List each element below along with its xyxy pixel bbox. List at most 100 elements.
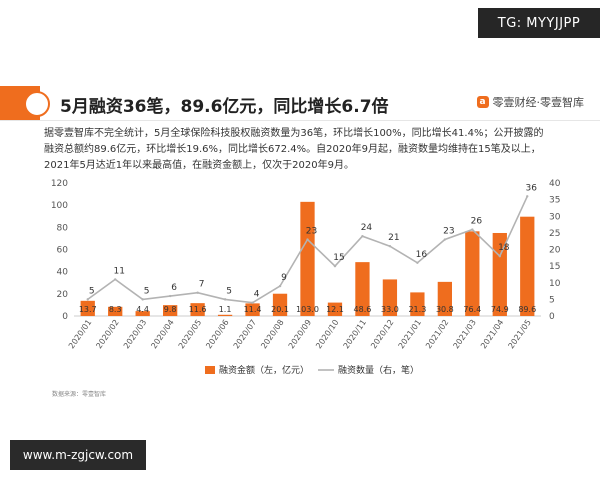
bar-data-label: 103.0 <box>296 305 319 314</box>
x-tick-label: 2021/03 <box>452 318 478 350</box>
count-point <box>141 298 144 301</box>
header-divider <box>0 120 600 121</box>
bar-data-label: 11.4 <box>244 305 262 314</box>
description-line-2: 融资总额约89.6亿元，环比增长19.6%，同比增长672.4%。自2020年9… <box>44 144 541 155</box>
line-data-label: 24 <box>361 223 373 233</box>
line-data-label: 23 <box>443 227 454 237</box>
bar-data-label: 74.9 <box>491 305 509 314</box>
y-left-tick-label: 40 <box>57 268 69 278</box>
x-tick-label: 2020/04 <box>149 318 175 350</box>
line-data-label: 9 <box>281 273 287 283</box>
bar <box>272 293 288 316</box>
line-data-label: 11 <box>113 266 124 276</box>
description-line-1: 据零壹智库不完全统计，5月全球保险科技股权融资数量为36笔，环比增长100%，同… <box>44 128 544 139</box>
description-line-3: 2021年5月达近1年以来最高值，在融资金额上，仅次于2020年9月。 <box>44 160 354 171</box>
bar <box>80 300 95 316</box>
x-tick-label: 2020/09 <box>287 318 313 350</box>
bar-data-label: 21.3 <box>408 305 426 314</box>
count-point <box>196 291 199 294</box>
line-data-label: 4 <box>254 290 260 300</box>
brand-name: 零壹财经·零壹智库 <box>492 96 585 109</box>
y-right-tick-label: 10 <box>549 279 561 289</box>
legend-bar-swatch <box>205 366 215 374</box>
y-right-tick-label: 0 <box>549 312 555 322</box>
y-left-tick-label: 0 <box>62 312 68 322</box>
line-data-label: 18 <box>498 243 510 253</box>
bar <box>135 311 150 316</box>
watermark-bottom: www.m-zgjcw.com <box>10 440 146 470</box>
bar <box>217 314 233 316</box>
bar-data-label: 12.1 <box>326 305 344 314</box>
count-point <box>388 244 392 248</box>
bar-data-label: 9.8 <box>164 305 177 314</box>
y-right-tick-label: 20 <box>549 246 561 256</box>
bar-data-label: 33.0 <box>381 305 399 314</box>
line-data-label: 15 <box>333 253 344 263</box>
line-data-label: 21 <box>388 233 399 243</box>
x-tick-label: 2020/10 <box>314 318 340 350</box>
x-tick-label: 2021/04 <box>479 318 505 350</box>
count-point <box>333 264 337 268</box>
x-tick-label: 2020/11 <box>342 318 368 350</box>
line-data-label: 5 <box>89 286 95 296</box>
bar <box>520 216 535 316</box>
x-tick-label: 2020/06 <box>204 318 230 350</box>
count-point <box>361 235 364 238</box>
count-point <box>471 228 474 231</box>
y-left-tick-label: 60 <box>57 246 69 256</box>
y-left-tick-label: 100 <box>51 201 68 211</box>
line-data-label: 23 <box>306 227 317 237</box>
bar <box>382 279 398 316</box>
x-tick-label: 2021/05 <box>506 318 532 350</box>
y-left-tick-label: 120 <box>51 179 68 189</box>
count-point <box>416 261 419 264</box>
bar-data-label: 4.4 <box>136 305 149 314</box>
bar-data-label: 11.6 <box>189 305 207 314</box>
count-point <box>526 195 529 198</box>
description: 据零壹智库不完全统计，5月全球保险科技股权融资数量为36笔，环比增长100%，同… <box>44 126 558 174</box>
line-data-label: 36 <box>526 183 538 193</box>
count-point <box>223 298 227 301</box>
bar <box>300 201 315 316</box>
y-right-tick-label: 40 <box>549 179 561 189</box>
bar <box>465 231 480 316</box>
bar <box>245 303 260 316</box>
bar <box>190 303 205 316</box>
page-title: 5月融资36笔，89.6亿元，同比增长6.7倍 <box>60 97 389 117</box>
y-left-tick-label: 20 <box>57 290 69 300</box>
count-point <box>443 238 447 241</box>
legend-bar-label: 融资金额（左，亿元） <box>219 364 309 376</box>
data-source: 数据来源：零壹智库 <box>52 391 107 398</box>
brand: a 零壹财经·零壹智库 <box>476 94 585 110</box>
y-right-tick-label: 15 <box>549 262 560 272</box>
bar <box>327 302 343 316</box>
x-tick-label: 2020/01 <box>67 318 93 350</box>
count-point <box>306 238 309 241</box>
count-point <box>114 278 117 281</box>
x-tick-label: 2020/12 <box>369 318 395 350</box>
bar <box>163 305 178 316</box>
line-data-label: 5 <box>226 286 232 296</box>
bar-data-label: 89.6 <box>518 305 536 314</box>
count-point <box>278 284 282 288</box>
y-left-tick-label: 80 <box>57 223 69 233</box>
bar-data-label: 8.3 <box>109 305 122 314</box>
bar-data-label: 20.1 <box>271 305 289 314</box>
line-data-label: 26 <box>471 217 483 227</box>
legend-line-label: 融资数量（右，笔） <box>338 364 419 376</box>
count-point <box>86 298 89 301</box>
line-data-label: 7 <box>199 280 205 290</box>
x-tick-label: 2020/02 <box>94 318 120 350</box>
bar-data-label: 48.6 <box>354 305 372 314</box>
brand-logo-icon: a <box>476 96 489 108</box>
x-tick-label: 2020/07 <box>232 318 258 350</box>
bar-data-label: 76.4 <box>463 305 481 314</box>
x-tick-label: 2020/08 <box>259 318 285 350</box>
y-right-tick-label: 5 <box>549 295 555 305</box>
x-tick-label: 2020/03 <box>122 318 148 350</box>
bar-data-label: 30.8 <box>436 305 454 314</box>
header-circle-icon <box>24 91 50 117</box>
bar <box>355 262 370 316</box>
x-tick-label: 2021/02 <box>424 318 450 350</box>
